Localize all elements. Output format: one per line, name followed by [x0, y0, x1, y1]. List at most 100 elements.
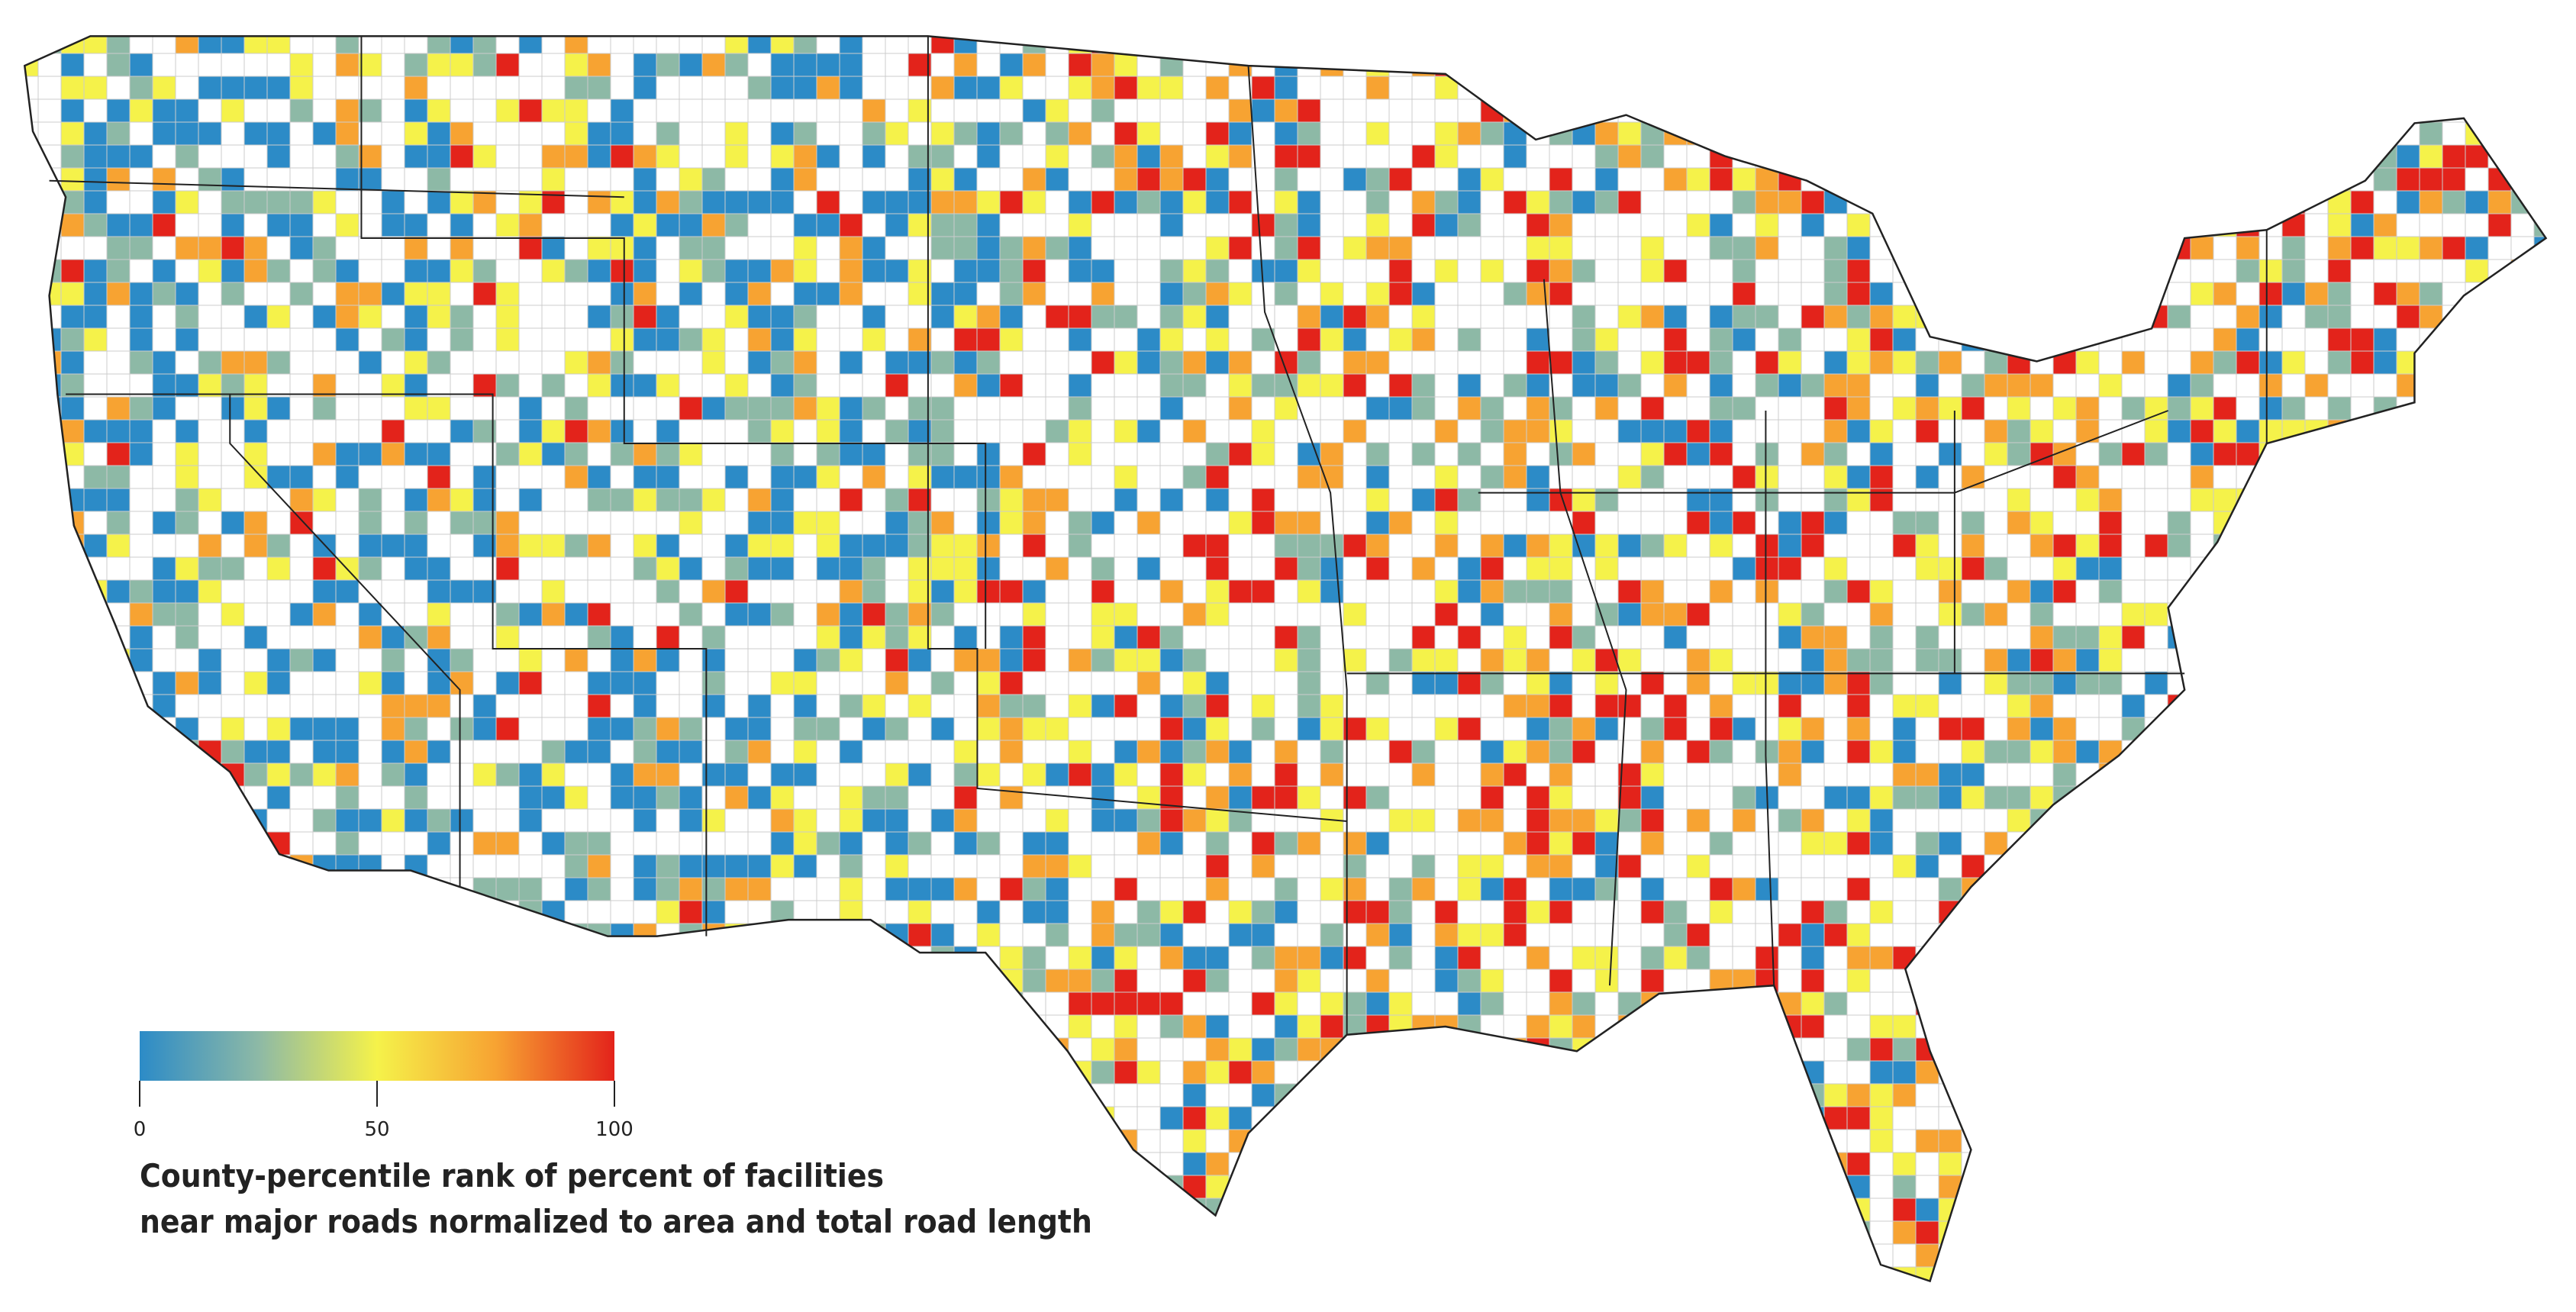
county-cell [770, 76, 795, 100]
county-cell [1663, 1014, 1688, 1039]
county-cell [1869, 36, 1894, 54]
county-cell [427, 762, 451, 787]
county-cell [1297, 556, 1321, 581]
county-cell [1686, 694, 1710, 718]
county-cell [587, 213, 611, 237]
county-cell [37, 991, 62, 1016]
county-cell [930, 419, 955, 443]
county-cell [1663, 259, 1688, 283]
county-cell [1755, 419, 1779, 443]
county-cell [1388, 740, 1413, 764]
county-cell [1068, 53, 1092, 77]
county-cell [1663, 740, 1688, 764]
county-cell [564, 36, 588, 54]
county-cell [1663, 36, 1688, 54]
county-cell [701, 946, 726, 970]
county-cell [610, 534, 634, 558]
county-cell [243, 305, 268, 329]
county-cell [1686, 190, 1710, 214]
county-cell [610, 785, 634, 810]
county-cell [289, 259, 314, 283]
county-cell [335, 694, 359, 718]
county-cell [610, 167, 634, 192]
county-cell [106, 579, 131, 604]
county-cell [37, 946, 62, 970]
county-cell [1869, 488, 1894, 512]
county-cell [2258, 327, 2283, 352]
county-cell [2258, 350, 2283, 375]
county-cell [1801, 190, 1825, 214]
county-cell [1182, 946, 1207, 970]
county-cell [908, 648, 932, 672]
county-cell [679, 282, 703, 306]
county-cell [289, 98, 314, 123]
county-cell [266, 511, 291, 535]
county-cell [1892, 419, 1917, 443]
county-cell [976, 831, 1001, 856]
county-cell [2144, 144, 2168, 169]
county-cell [2098, 1037, 2123, 1062]
county-cell [2465, 602, 2489, 627]
county-cell [1823, 350, 1848, 375]
county-cell [816, 579, 840, 604]
county-cell [24, 36, 39, 54]
county-cell [724, 671, 749, 695]
county-cell [679, 1037, 703, 1062]
county-cell [1297, 144, 1321, 169]
county-cell [930, 534, 955, 558]
county-cell [747, 717, 772, 741]
county-cell [1159, 350, 1184, 375]
county-cell [1114, 327, 1138, 352]
county-cell [1228, 511, 1253, 535]
county-cell [1778, 144, 1802, 169]
county-cell [1663, 98, 1688, 123]
county-cell [793, 327, 817, 352]
county-cell [2190, 717, 2214, 741]
county-cell [2098, 991, 2123, 1016]
county-cell [358, 144, 382, 169]
county-cell [358, 602, 382, 627]
county-cell [930, 717, 955, 741]
county-cell [1022, 419, 1046, 443]
county-cell [1274, 991, 1298, 1016]
county-cell [816, 373, 840, 398]
county-cell [1297, 1037, 1321, 1062]
county-cell [724, 53, 749, 77]
county-cell [701, 1037, 726, 1062]
county-cell [427, 190, 451, 214]
county-cell [2533, 98, 2546, 123]
county-cell [724, 305, 749, 329]
county-cell [2236, 785, 2260, 810]
county-cell [2465, 923, 2489, 947]
county-cell [1205, 190, 1230, 214]
county-cell [1045, 602, 1069, 627]
county-cell [1526, 785, 1550, 810]
county-cell [1984, 991, 2008, 1016]
county-cell [1709, 1014, 1733, 1039]
county-cell [106, 991, 131, 1016]
county-cell [1503, 923, 1527, 947]
county-cell [312, 53, 337, 77]
county-cell [2510, 556, 2535, 581]
county-cell [1823, 305, 1848, 329]
county-cell [83, 923, 108, 947]
county-cell [1938, 1014, 1962, 1039]
county-cell [2098, 740, 2123, 764]
county-cell [747, 877, 772, 901]
county-cell [1205, 534, 1230, 558]
county-cell [1503, 694, 1527, 718]
county-cell [1755, 671, 1779, 695]
county-cell [1846, 831, 1871, 856]
county-cell [2373, 98, 2397, 123]
county-cell [1045, 991, 1069, 1016]
county-cell [1984, 213, 2008, 237]
county-cell [1755, 350, 1779, 375]
county-cell [2007, 671, 2031, 695]
county-cell [1365, 396, 1390, 421]
county-cell [427, 282, 451, 306]
county-cell [747, 946, 772, 970]
county-cell [266, 900, 291, 924]
county-cell [816, 282, 840, 306]
county-cell [633, 1014, 657, 1039]
county-cell [1457, 877, 1481, 901]
